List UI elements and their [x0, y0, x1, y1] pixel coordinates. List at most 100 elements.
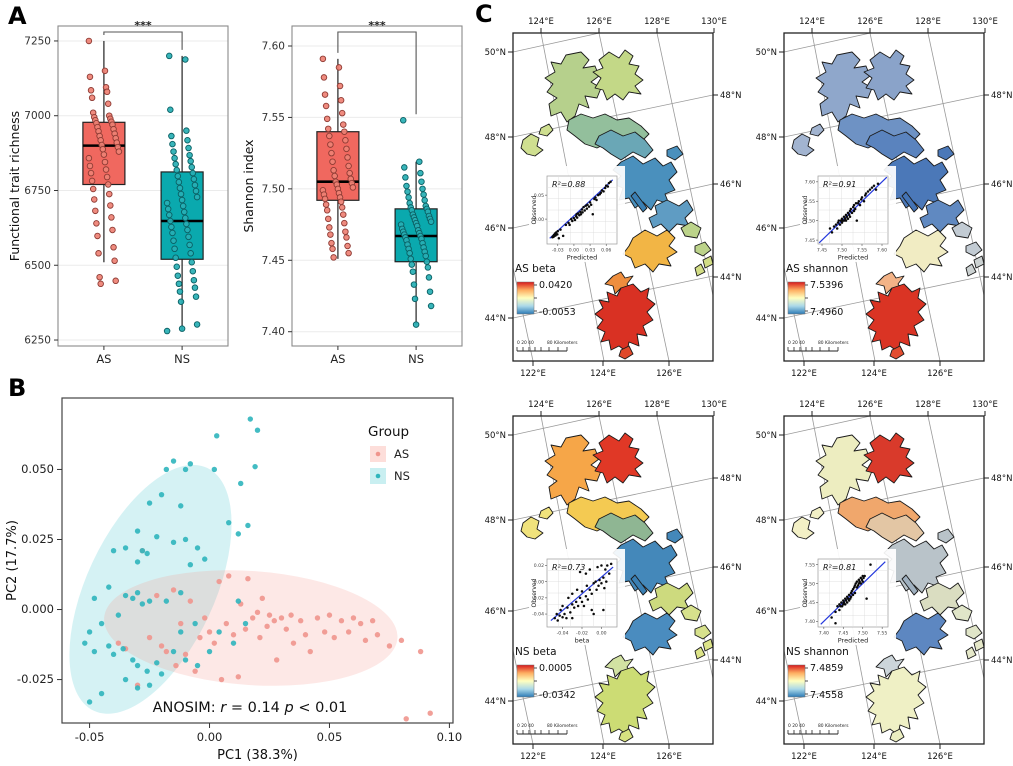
scalebar-numbers: 0 20 40	[517, 340, 534, 346]
data-point	[197, 634, 203, 641]
data-point	[571, 592, 574, 596]
map-region	[965, 263, 977, 277]
data-point	[170, 148, 177, 155]
y-tick-label: 7250	[24, 35, 51, 47]
data-point	[561, 616, 564, 619]
data-point	[192, 620, 198, 627]
map-region	[901, 191, 919, 213]
left-tick-label: 50°N	[485, 431, 506, 441]
meridian-line	[986, 33, 1013, 361]
data-point	[411, 295, 419, 303]
map-region	[694, 263, 706, 277]
data-point	[340, 211, 347, 218]
legend-gradient-bar	[787, 664, 806, 698]
left-tick-label: 48°N	[485, 516, 506, 526]
data-point	[374, 632, 381, 638]
left-tick-label: 50°N	[756, 48, 777, 58]
inset-regression-plot: -0.04 -0.02 0.00 0.02 0.00 -0.02 -0.04 beta Obse…	[529, 549, 625, 645]
data-point	[86, 699, 93, 705]
data-point	[837, 219, 841, 222]
data-point	[840, 604, 844, 608]
data-point	[404, 188, 411, 195]
data-point	[176, 288, 184, 295]
data-point	[182, 657, 189, 663]
data-point	[584, 572, 588, 575]
data-point	[154, 592, 160, 599]
jitter-points-as	[85, 37, 123, 288]
data-point	[211, 640, 218, 646]
inset-x-tick-label: 7.50	[837, 248, 847, 254]
right-tick-label: 48°N	[991, 91, 1012, 101]
data-point	[870, 186, 874, 189]
left-tick-label: 48°N	[756, 516, 777, 526]
data-point	[218, 676, 225, 683]
data-point	[416, 158, 423, 165]
data-point	[855, 580, 859, 583]
data-point	[325, 125, 332, 133]
data-point	[843, 603, 847, 606]
bottom-tick-label: 124°E	[861, 369, 887, 379]
data-point	[88, 94, 96, 102]
data-point	[322, 102, 330, 110]
data-point	[216, 629, 222, 635]
map-region	[538, 506, 554, 520]
data-point	[202, 615, 208, 621]
bottom-tick-label: 126°E	[656, 369, 682, 379]
data-point	[852, 586, 856, 589]
data-point	[206, 629, 213, 635]
map-region	[919, 199, 965, 233]
map-region	[694, 241, 712, 257]
data-point	[202, 556, 208, 562]
map-region	[863, 432, 915, 484]
data-point	[846, 211, 850, 215]
y-tick-label: 0.025	[21, 532, 54, 546]
right-tick-label: 44°N	[991, 273, 1012, 283]
data-point	[184, 136, 191, 144]
bottom-tick-label: 126°E	[927, 752, 953, 762]
data-point	[872, 184, 876, 187]
data-point	[606, 185, 610, 188]
data-point	[836, 604, 839, 608]
regression-line	[820, 561, 886, 625]
data-point	[407, 255, 414, 263]
data-point	[579, 213, 583, 216]
data-point	[868, 188, 872, 191]
x-tick-label: 0.00	[197, 730, 223, 744]
data-point	[184, 226, 191, 234]
map-region	[901, 574, 919, 596]
data-point	[168, 223, 175, 231]
y-tick-label: 7.45	[262, 255, 285, 267]
data-point	[369, 618, 376, 624]
data-point	[858, 580, 861, 583]
data-point	[146, 682, 153, 688]
y-tick-label: 7.60	[262, 41, 285, 53]
data-point	[188, 163, 195, 171]
data-point	[419, 185, 426, 193]
data-point	[571, 603, 574, 606]
regression-line	[550, 566, 614, 621]
map-region	[893, 612, 949, 656]
data-point	[346, 169, 353, 177]
data-point	[357, 620, 364, 627]
data-point	[335, 64, 343, 71]
data-point	[588, 568, 592, 571]
data-point	[401, 164, 408, 171]
data-point	[573, 218, 577, 222]
data-point	[175, 280, 183, 288]
inset-x-axis-title: Predicted	[838, 254, 869, 262]
data-point	[87, 87, 95, 94]
map-region	[815, 434, 873, 506]
top-tick-label: 124°E	[528, 400, 554, 410]
data-point	[257, 634, 263, 641]
map-region	[694, 624, 712, 640]
data-point	[565, 616, 568, 620]
significance-bracket: ***	[337, 19, 417, 115]
top-tick-label: 128°E	[915, 17, 941, 27]
data-point	[342, 137, 349, 144]
data-point	[163, 327, 171, 335]
data-point	[592, 612, 595, 616]
legend-title: NS beta	[515, 646, 557, 658]
data-point	[847, 593, 851, 597]
data-point	[327, 231, 334, 238]
inset-x-tick-label: 7.60	[877, 248, 887, 254]
